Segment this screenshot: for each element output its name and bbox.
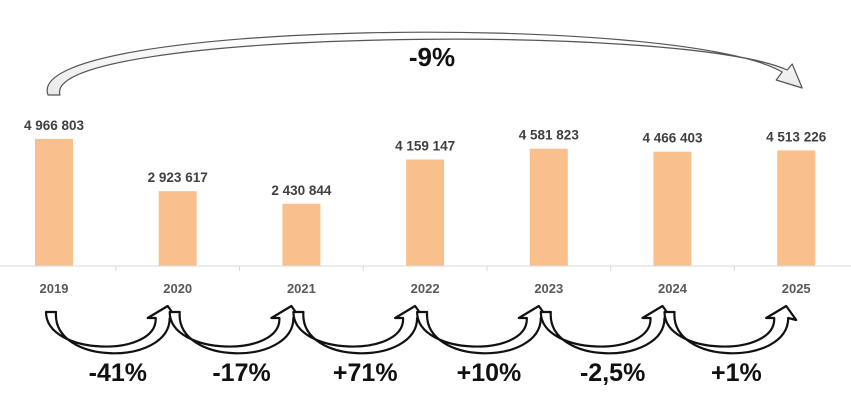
change-label-2019-2020: -41% (89, 359, 147, 387)
x-tick-label-2020: 2020 (163, 281, 192, 296)
overall-change-arrow (46, 31, 803, 96)
bars (35, 138, 816, 266)
bar-value-label-2020: 2 923 617 (148, 170, 208, 185)
x-tick-label-2023: 2023 (534, 281, 563, 296)
change-label-2022-2023: +10% (457, 359, 522, 387)
change-label-2024-2025: +1% (711, 359, 762, 387)
bar-2022 (406, 159, 445, 266)
bar-value-label-2022: 4 159 147 (395, 139, 455, 154)
change-arrow-2021-2022 (292, 304, 427, 355)
x-tick-label-2021: 2021 (287, 281, 316, 296)
x-tick-label-2022: 2022 (411, 281, 440, 296)
bar-value-label-2025: 4 513 226 (766, 129, 827, 144)
bar-value-label-2023: 4 581 823 (519, 128, 580, 143)
x-axis-ticks: 2019 2020 2021 2022 2023 2024 2025 (40, 266, 811, 296)
change-arrow-2023-2024 (539, 304, 674, 355)
x-tick-label-2024: 2024 (658, 281, 688, 296)
bar-2025 (777, 150, 816, 266)
bar-2020 (158, 191, 197, 266)
bar-value-label-2019: 4 966 803 (24, 118, 85, 133)
bar-2019 (35, 138, 73, 266)
bar-value-label-2024: 4 466 403 (642, 131, 703, 146)
bar-2023 (529, 148, 568, 266)
change-arrow-2019-2020 (44, 304, 179, 355)
change-arrow-2020-2021 (168, 304, 303, 355)
year-over-year-arrows (44, 304, 798, 355)
bar-2021 (282, 203, 321, 266)
change-label-2021-2022: +71% (333, 359, 398, 387)
bar-value-label-2021: 2 430 844 (271, 183, 332, 198)
x-tick-label-2019: 2019 (40, 281, 69, 296)
overall-change-label: -9% (409, 42, 455, 72)
change-label-2023-2024: -2,5% (580, 359, 645, 387)
bar-value-labels: 4 966 803 2 923 617 2 430 844 4 159 147 4 58… (24, 118, 827, 198)
change-arrow-2024-2025 (663, 304, 798, 355)
change-arrow-2022-2023 (416, 304, 550, 355)
x-tick-label-2025: 2025 (782, 281, 811, 296)
year-over-year-labels: -41% -17% +71% +10% -2,5% +1% (89, 359, 762, 387)
change-label-2020-2021: -17% (212, 359, 270, 387)
overall-arc-arrow (46, 31, 803, 96)
bar-2024 (653, 151, 692, 266)
